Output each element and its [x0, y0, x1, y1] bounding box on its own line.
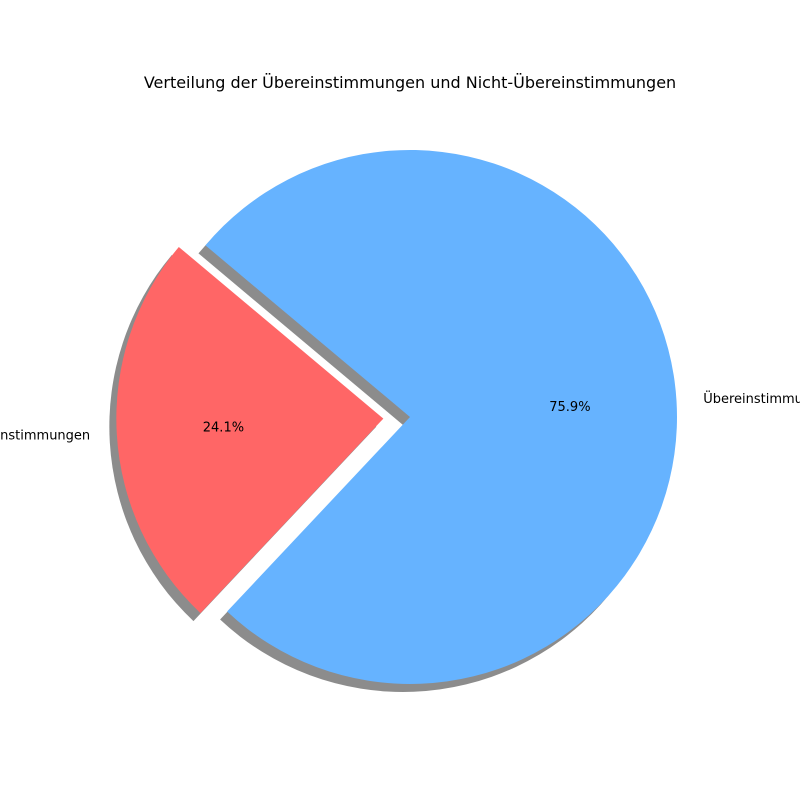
- pie-slice-0: [116, 246, 384, 614]
- pie-percent-label-0: 24.1%: [203, 421, 244, 436]
- label-layer: 24.1% Nicht-Übereinstimmungen 75.9% Überein…: [0, 390, 800, 443]
- slice-layer: [116, 150, 678, 685]
- pie-category-label-1: Übereinstimmungen: [703, 390, 800, 407]
- chart-title: Verteilung der Übereinstimmungen und Nic…: [144, 73, 676, 92]
- pie-slice-1: [205, 150, 678, 685]
- pie-percent-label-1: 75.9%: [549, 400, 590, 415]
- pie-category-label-0: Nicht-Übereinstimmungen: [0, 426, 90, 443]
